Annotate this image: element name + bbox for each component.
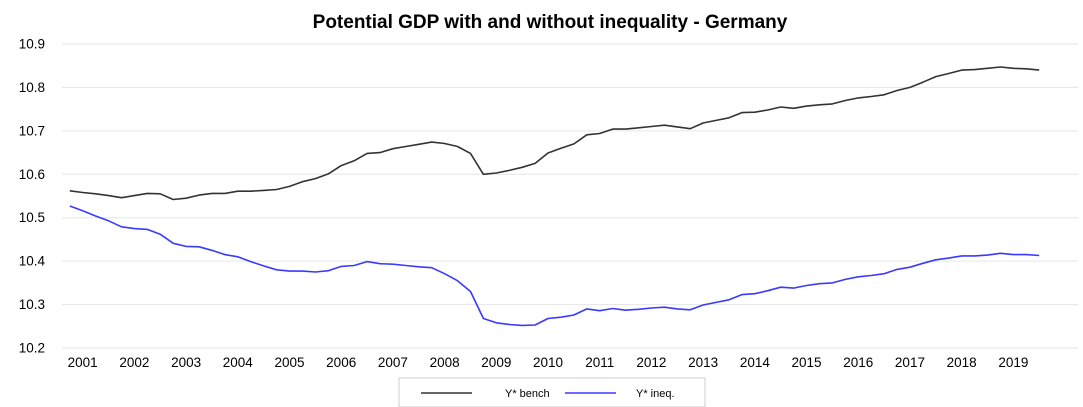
series-layer (69, 66, 1040, 327)
x-tick-label-2004: 2004 (223, 355, 254, 370)
x-tick-label-2016: 2016 (843, 355, 873, 370)
x-tick-label-2010: 2010 (533, 355, 563, 370)
x-tick-label-2007: 2007 (378, 355, 408, 370)
x-tick-label-2019: 2019 (998, 355, 1028, 370)
x-tick-label-2012: 2012 (636, 355, 666, 370)
x-tick-label-2009: 2009 (481, 355, 511, 370)
y-tick-label-10.4: 10.4 (19, 254, 46, 269)
series-line-y-ineq (69, 205, 1040, 327)
y-axis: 10.2 10.3 10.4 10.5 10.6 10.7 10.8 10.9 (19, 37, 46, 356)
x-tick-label-2018: 2018 (947, 355, 977, 370)
y-tick-label-10.8: 10.8 (19, 80, 45, 95)
x-axis: 2001 2002 2003 2004 2005 2006 2007 2008 2009 2010… (68, 355, 1029, 370)
y-tick-label-10.7: 10.7 (19, 123, 45, 138)
x-tick-label-2015: 2015 (792, 355, 822, 370)
chart-title: Potential GDP with and without inequalit… (313, 12, 788, 33)
x-tick-label-2002: 2002 (119, 355, 149, 370)
y-tick-label-10.6: 10.6 (19, 167, 45, 182)
legend: Y* bench Y* ineq. (398, 377, 706, 407)
x-tick-label-2014: 2014 (740, 355, 771, 370)
y-tick-label-10.9: 10.9 (19, 37, 45, 52)
x-tick-label-2005: 2005 (274, 355, 304, 370)
series-line-y-bench (69, 66, 1040, 201)
y-tick-label-10.2: 10.2 (19, 341, 45, 356)
y-tick-label-10.3: 10.3 (19, 297, 45, 312)
grid-layer (62, 43, 1078, 349)
x-tick-label-2001: 2001 (68, 355, 98, 370)
x-tick-label-2003: 2003 (171, 355, 201, 370)
x-tick-label-2006: 2006 (326, 355, 356, 370)
legend-label-1: Y* ineq. (636, 388, 675, 400)
x-tick-label-2017: 2017 (895, 355, 925, 370)
x-tick-label-2013: 2013 (688, 355, 718, 370)
legend-label-0: Y* bench (505, 388, 550, 400)
x-tick-label-2011: 2011 (585, 355, 614, 370)
x-tick-label-2008: 2008 (430, 355, 460, 370)
y-tick-label-10.5: 10.5 (19, 210, 45, 225)
